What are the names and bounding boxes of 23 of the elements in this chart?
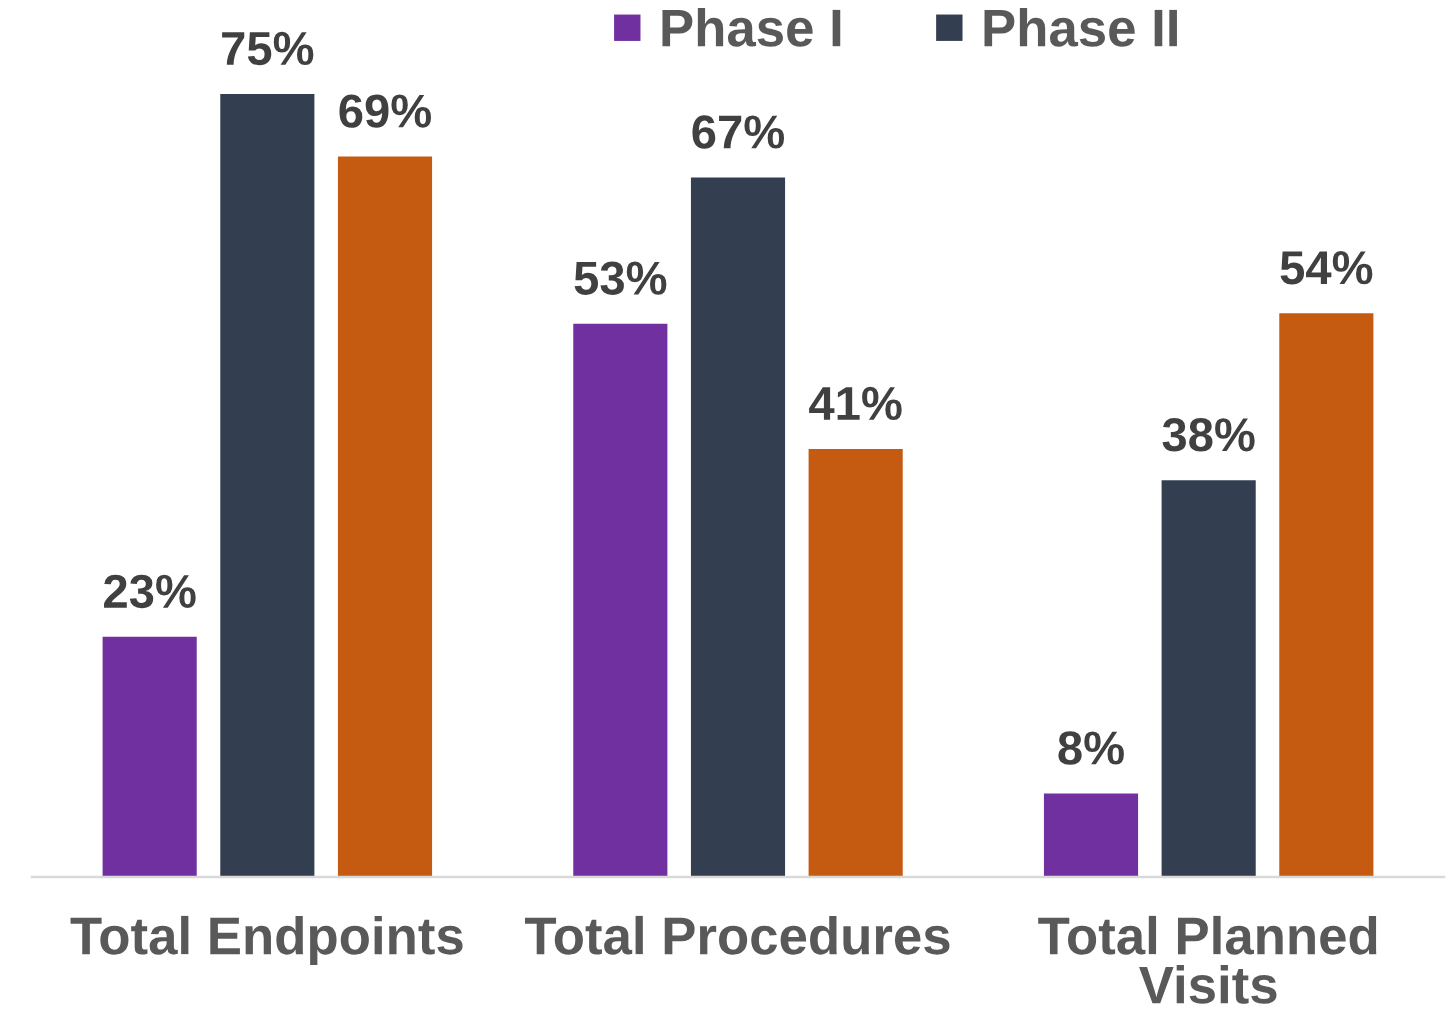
legend-label: Phase II xyxy=(984,7,1177,47)
bar xyxy=(573,323,668,877)
x-tick-label: Total Procedures xyxy=(524,915,950,955)
data-label: 69% xyxy=(339,94,432,128)
data-label: 53% xyxy=(574,261,667,295)
data-label: 8% xyxy=(1058,731,1124,765)
data-label: 38% xyxy=(1162,418,1255,452)
data-label: 23% xyxy=(104,574,196,609)
data-label: 75% xyxy=(222,31,314,66)
x-tick-label: Total Endpoints xyxy=(70,915,463,966)
bar xyxy=(808,448,903,877)
bar xyxy=(690,177,786,877)
bar xyxy=(1279,313,1374,877)
bar xyxy=(1161,480,1256,877)
bar xyxy=(1043,793,1139,877)
bar xyxy=(102,636,197,877)
data-label: 67% xyxy=(692,115,785,149)
data-label: 41% xyxy=(809,386,902,421)
data-label: 54% xyxy=(1280,251,1373,285)
legend-label: Phase I xyxy=(662,7,841,47)
bar xyxy=(337,156,433,877)
x-tick-label: Total Planned Visits xyxy=(1038,915,1377,1004)
bar xyxy=(220,93,315,877)
